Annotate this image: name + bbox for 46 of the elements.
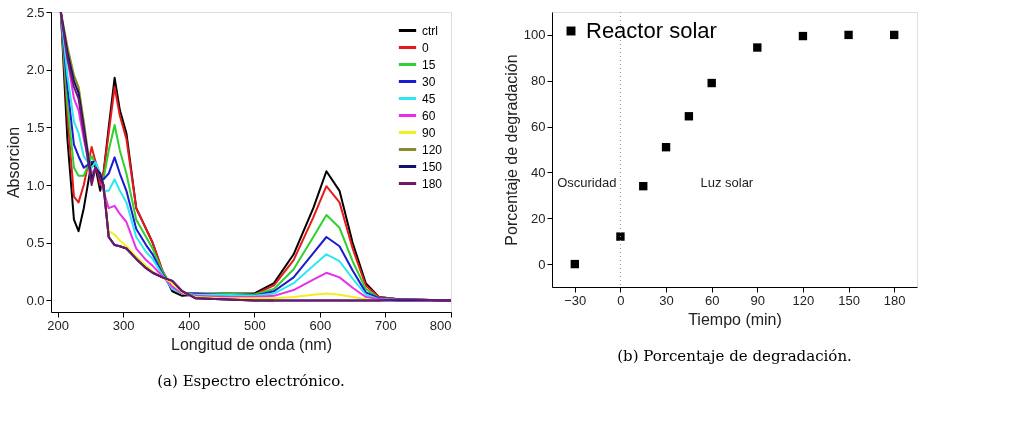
annotation: Luz solar	[700, 174, 754, 190]
y-axis-title: Porcentaje de degradación	[502, 54, 520, 246]
y-tick-label: 100	[523, 27, 546, 43]
annotation: Oscuridad	[557, 174, 617, 190]
y-tick-label: 20	[531, 210, 546, 226]
x-tick-label: 120	[792, 292, 815, 308]
x-tick-label: 300	[112, 317, 135, 333]
legend-label: 15	[422, 57, 436, 72]
y-tick-label: 1.5	[26, 119, 45, 135]
text: (a) Espectro electrónico.	[157, 372, 345, 390]
legend-label: 60	[422, 108, 436, 123]
y-tick-label: 2.0	[26, 62, 45, 78]
x-tick-label: 0	[617, 292, 625, 308]
y-tick-label: 60	[531, 119, 546, 135]
x-tick-label: 700	[375, 317, 397, 333]
legend-label: ctrl	[422, 23, 438, 38]
y-tick-label: 2.5	[26, 4, 45, 20]
legend-label: 45	[422, 91, 436, 106]
legend-label: 0	[422, 40, 429, 55]
x-tick-label: 150	[838, 292, 860, 308]
x-tick-label: 60	[704, 292, 720, 308]
legend-label: 180	[422, 176, 443, 191]
legend-label: Reactor solar	[586, 18, 717, 43]
y-tick-label: 0.5	[26, 235, 45, 251]
x-tick-label: 30	[659, 292, 674, 308]
legend-label: 30	[422, 74, 436, 89]
y-axis-title: Absorcion	[5, 126, 23, 199]
x-tick-label: 200	[47, 317, 69, 333]
x-tick-label: 800	[429, 317, 452, 333]
y-tick-label: 0	[538, 256, 546, 272]
x-tick-label: −30	[564, 292, 587, 308]
y-tick-label: 40	[531, 164, 546, 180]
legend-label: 90	[422, 125, 436, 140]
x-axis-title: Tiempo (min)	[688, 310, 782, 328]
y-tick-label: 0.0	[26, 292, 45, 308]
x-tick-label: 90	[750, 292, 766, 308]
x-tick-label: 600	[309, 317, 332, 333]
y-tick-label: 80	[531, 73, 546, 89]
legend-label: 120	[422, 142, 443, 157]
x-tick-label: 400	[178, 317, 201, 333]
x-axis-title: Longitud de onda (nm)	[171, 335, 332, 353]
legend-label: 150	[422, 159, 443, 174]
x-tick-label: 180	[883, 292, 906, 308]
text: (b) Porcentaje de degradación.	[617, 347, 852, 365]
y-tick-label: 1.0	[26, 177, 45, 193]
x-tick-label: 500	[243, 317, 266, 333]
